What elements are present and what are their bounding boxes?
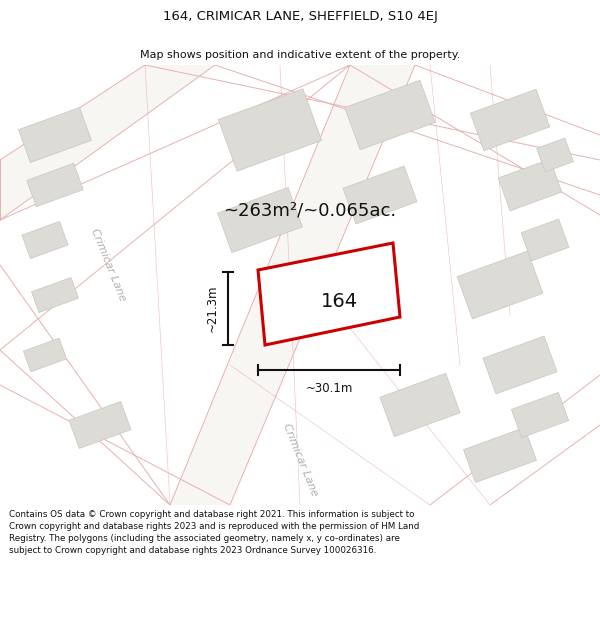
Text: 164, CRIMICAR LANE, SHEFFIELD, S10 4EJ: 164, CRIMICAR LANE, SHEFFIELD, S10 4EJ — [163, 10, 437, 23]
Polygon shape — [23, 338, 67, 372]
Text: Crimicar Lane: Crimicar Lane — [281, 422, 319, 498]
Polygon shape — [343, 166, 417, 224]
Polygon shape — [22, 221, 68, 259]
Polygon shape — [463, 428, 536, 483]
Polygon shape — [258, 243, 400, 345]
Text: Crimicar Lane: Crimicar Lane — [89, 227, 127, 303]
Text: ~21.3m: ~21.3m — [205, 285, 218, 332]
Polygon shape — [470, 89, 550, 151]
Polygon shape — [218, 89, 322, 171]
Polygon shape — [69, 401, 131, 449]
Polygon shape — [32, 278, 79, 312]
Polygon shape — [380, 373, 460, 437]
Polygon shape — [483, 336, 557, 394]
Polygon shape — [19, 107, 92, 162]
Text: ~30.1m: ~30.1m — [305, 381, 353, 394]
Polygon shape — [536, 138, 574, 172]
Polygon shape — [218, 188, 302, 253]
Text: ~263m²/~0.065ac.: ~263m²/~0.065ac. — [223, 201, 397, 219]
Text: Map shows position and indicative extent of the property.: Map shows position and indicative extent… — [140, 50, 460, 60]
Polygon shape — [457, 251, 543, 319]
Text: 164: 164 — [320, 292, 358, 311]
Polygon shape — [345, 80, 435, 150]
Polygon shape — [521, 219, 569, 261]
Polygon shape — [511, 392, 569, 438]
Polygon shape — [170, 65, 415, 505]
Text: Contains OS data © Crown copyright and database right 2021. This information is : Contains OS data © Crown copyright and d… — [9, 511, 419, 555]
Polygon shape — [0, 65, 215, 220]
Polygon shape — [27, 163, 83, 207]
Polygon shape — [498, 159, 562, 211]
